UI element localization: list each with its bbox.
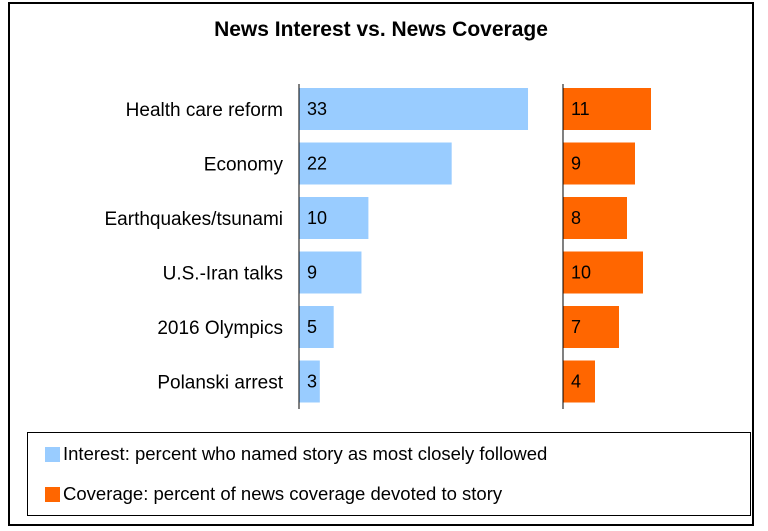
legend-label-interest: Interest: percent who named story as mos… [63,443,548,464]
chart-title: News Interest vs. News Coverage [214,18,548,41]
bar-interest [299,88,529,130]
category-label: U.S.-Iran talks [163,264,283,285]
category-label: 2016 Olympics [157,318,283,339]
data-label-coverage: 7 [571,317,581,337]
bar-coverage [563,306,619,348]
bar-interest [299,360,320,403]
bar-interest [299,306,334,348]
data-label-coverage: 11 [571,99,590,119]
data-label-coverage: 4 [571,372,581,392]
bar-coverage [563,88,651,130]
legend-swatch-coverage [45,486,60,502]
data-label-coverage: 8 [571,208,581,228]
bar-coverage [563,251,643,294]
bar-interest [299,197,369,239]
bar-coverage [563,142,635,185]
data-label-interest: 10 [307,208,327,228]
legend: Interest: percent who named story as mos… [27,432,751,516]
data-label-interest: 3 [307,372,317,392]
category-label: Health care reform [126,100,283,121]
bar-interest [299,142,452,185]
data-label-coverage: 9 [571,154,581,174]
category-label: Earthquakes/tsunami [105,209,284,230]
bar-interest [299,251,362,294]
legend-label-coverage: Coverage: percent of news coverage devot… [63,483,503,504]
legend-item-interest: Interest: percent who named story as mos… [45,443,547,465]
data-label-interest: 9 [307,263,317,283]
bar-coverage [563,360,595,403]
data-label-interest: 22 [307,154,327,174]
data-label-interest: 5 [307,317,317,337]
category-label: Polanski arrest [157,373,283,394]
legend-swatch-interest [45,446,60,462]
bar-coverage [563,197,627,239]
data-label-coverage: 10 [571,263,591,283]
data-label-interest: 33 [307,99,327,119]
legend-item-coverage: Coverage: percent of news coverage devot… [45,483,502,505]
category-label: Economy [204,155,284,176]
